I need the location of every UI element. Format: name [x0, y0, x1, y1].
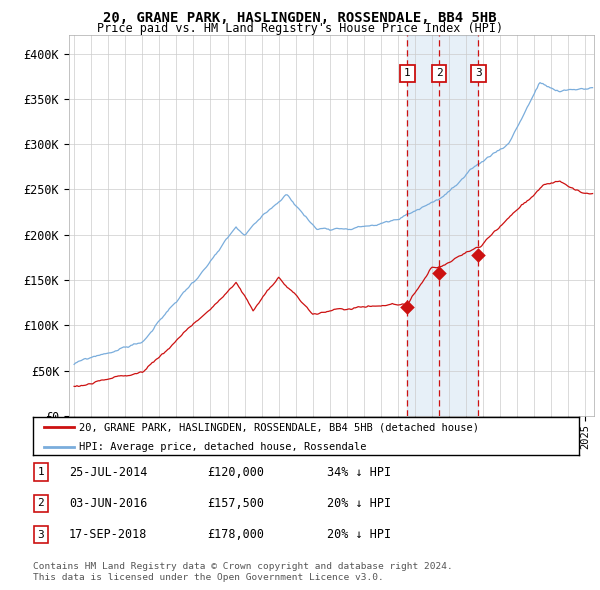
Text: 1: 1: [404, 68, 411, 78]
Text: 20% ↓ HPI: 20% ↓ HPI: [327, 497, 391, 510]
Text: HPI: Average price, detached house, Rossendale: HPI: Average price, detached house, Ross…: [79, 442, 367, 452]
Text: 20, GRANE PARK, HASLINGDEN, ROSSENDALE, BB4 5HB: 20, GRANE PARK, HASLINGDEN, ROSSENDALE, …: [103, 11, 497, 25]
Bar: [407, 35, 478, 416]
Text: 3: 3: [37, 530, 44, 539]
Text: 20% ↓ HPI: 20% ↓ HPI: [327, 528, 391, 541]
Point: [473, 250, 483, 260]
Text: £120,000: £120,000: [207, 466, 264, 478]
Text: 2: 2: [37, 499, 44, 508]
Text: 20, GRANE PARK, HASLINGDEN, ROSSENDALE, BB4 5HB (detached house): 20, GRANE PARK, HASLINGDEN, ROSSENDALE, …: [79, 422, 479, 432]
Point: [403, 303, 412, 312]
Text: This data is licensed under the Open Government Licence v3.0.: This data is licensed under the Open Gov…: [33, 573, 384, 582]
Text: Price paid vs. HM Land Registry's House Price Index (HPI): Price paid vs. HM Land Registry's House …: [97, 22, 503, 35]
Text: £157,500: £157,500: [207, 497, 264, 510]
Text: 1: 1: [37, 467, 44, 477]
Text: 2: 2: [436, 68, 443, 78]
Text: 25-JUL-2014: 25-JUL-2014: [69, 466, 148, 478]
Text: £178,000: £178,000: [207, 528, 264, 541]
Text: 3: 3: [475, 68, 482, 78]
Text: 17-SEP-2018: 17-SEP-2018: [69, 528, 148, 541]
Text: 03-JUN-2016: 03-JUN-2016: [69, 497, 148, 510]
Point: [434, 268, 444, 278]
Text: 34% ↓ HPI: 34% ↓ HPI: [327, 466, 391, 478]
Text: Contains HM Land Registry data © Crown copyright and database right 2024.: Contains HM Land Registry data © Crown c…: [33, 562, 453, 571]
